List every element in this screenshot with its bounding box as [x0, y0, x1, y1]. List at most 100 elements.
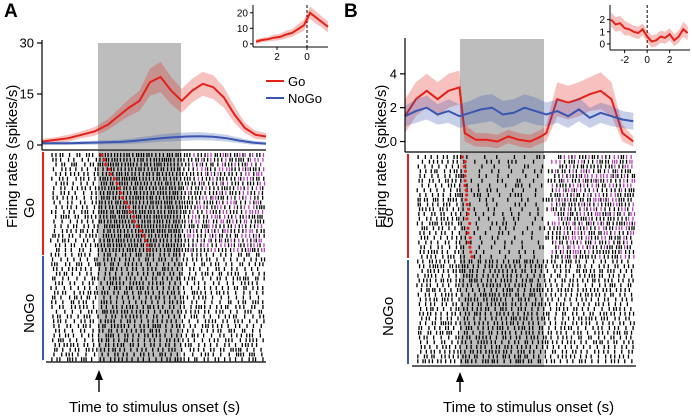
- panel-a-raster-spike: [175, 219, 177, 224]
- panel-b-raster-spike: [565, 354, 567, 359]
- panel-a-raster-spike: [161, 233, 163, 238]
- panel-b-raster-spike: [491, 264, 493, 269]
- panel-a-raster-spike: [99, 162, 101, 167]
- panel-a-raster-spike: [251, 214, 254, 219]
- panel-a-raster-spike: [140, 319, 143, 324]
- panel-a-raster-lick-marker: [104, 162, 108, 167]
- panel-b-raster-spike: [561, 349, 564, 354]
- panel-a-raster-spike: [196, 257, 198, 262]
- panel-a-raster-spike: [121, 214, 123, 219]
- panel-b-raster-spike: [574, 226, 576, 231]
- panel-b-raster-spike: [482, 283, 484, 288]
- panel-b-raster-spike: [534, 216, 536, 221]
- panel-a-raster-spike: [261, 248, 263, 252]
- panel-b-raster-spike: [623, 221, 626, 226]
- panel-b-raster-spike: [459, 240, 461, 245]
- panel-b-raster-spike: [420, 235, 422, 240]
- panel-a-raster-spike: [80, 181, 82, 186]
- panel-a-raster-spike: [66, 205, 69, 210]
- panel-a-raster-spike: [250, 257, 252, 262]
- panel-b-raster-spike: [622, 278, 624, 283]
- panel-a-raster-spike: [227, 271, 229, 276]
- panel-a-raster-spike: [160, 205, 162, 210]
- panel-a-raster-spike: [220, 252, 222, 257]
- panel-a-raster-spike: [71, 200, 73, 205]
- panel-b-raster-spike: [618, 231, 621, 235]
- panel-b-raster-spike: [479, 259, 482, 264]
- panel-a-raster-spike: [225, 276, 227, 281]
- panel-b-raster-spike: [421, 221, 423, 226]
- panel-b-raster-spike: [579, 226, 582, 231]
- panel-a-raster-spike: [212, 195, 214, 200]
- panel-b-raster-spike: [616, 202, 618, 207]
- panel-a-raster-spike: [219, 309, 221, 314]
- panel-b-raster-spike: [519, 359, 521, 364]
- panel-a-raster-spike: [127, 295, 129, 300]
- panel-a-raster-spike: [247, 186, 249, 191]
- panel-a-raster-spike: [238, 191, 241, 195]
- panel-a-raster-spike: [152, 319, 154, 324]
- panel-a-raster-spike: [213, 157, 216, 162]
- panel-a-raster-spike: [149, 248, 151, 252]
- panel-a-raster-spike: [203, 205, 205, 210]
- panel-b-raster-spike: [614, 345, 616, 349]
- panel-a-raster-spike: [248, 214, 250, 219]
- panel-b-raster-spike: [549, 226, 551, 231]
- panel-a-raster-spike: [250, 243, 252, 248]
- panel-a-raster-spike: [226, 281, 228, 286]
- panel-b-raster-spike: [493, 212, 495, 216]
- panel-a-raster-spike: [153, 162, 156, 167]
- panel-a-raster-spike: [146, 200, 149, 205]
- panel-b-raster-spike: [544, 321, 546, 326]
- panel-a-raster-spike: [184, 238, 186, 243]
- panel-b-raster-spike: [466, 155, 468, 159]
- panel-a-raster-spike: [187, 238, 190, 243]
- panel-a-raster-spike: [80, 267, 82, 271]
- panel-b-raster-spike: [566, 250, 568, 254]
- panel-a-raster-spike: [103, 191, 105, 195]
- panel-a-raster-spike: [62, 195, 64, 200]
- panel-b-raster-spike: [423, 212, 425, 216]
- panel-a-raster-spike: [238, 162, 240, 167]
- panel-a-raster-spike: [150, 224, 152, 229]
- panel-b-raster-spike: [523, 155, 526, 159]
- panel-b-raster-spike: [613, 207, 615, 212]
- panel-a-raster-spike: [161, 214, 163, 219]
- panel-b-raster-spike: [491, 297, 493, 302]
- panel-a-raster-spike: [203, 157, 205, 162]
- panel-b-raster-spike: [541, 345, 544, 349]
- panel-b-raster-spike: [431, 354, 433, 359]
- panel-a-raster-spike: [152, 333, 154, 338]
- panel-b-raster-spike: [562, 235, 564, 240]
- panel-b-raster-spike: [519, 316, 521, 321]
- panel-b-raster-spike: [555, 250, 557, 254]
- panel-a-raster-spike: [72, 343, 75, 347]
- panel-a-raster-spike: [110, 328, 113, 333]
- panel-b-raster-spike: [599, 240, 601, 245]
- panel-a-raster-spike: [173, 252, 175, 257]
- panel-b-raster-spike: [615, 183, 618, 188]
- panel-a-raster-spike: [55, 172, 57, 176]
- panel-a-raster-spike: [201, 271, 203, 276]
- panel-a-raster-spike: [183, 167, 185, 172]
- panel-b-raster-spike: [569, 226, 572, 231]
- panel-b-raster-spike: [470, 326, 473, 330]
- panel-a-raster-spike: [60, 295, 62, 300]
- panel-a-raster-spike: [132, 295, 135, 300]
- panel-b-raster-spike: [517, 307, 519, 311]
- panel-b-raster-spike: [625, 335, 627, 340]
- panel-a-raster-spike: [98, 328, 100, 333]
- panel-a-raster-spike: [244, 343, 247, 347]
- panel-b-raster-spike: [576, 311, 578, 316]
- panel-a-raster-spike: [83, 238, 85, 243]
- panel-b-raster-spike: [594, 254, 596, 259]
- panel-b-raster-spike: [578, 245, 580, 250]
- panel-b-raster-spike: [531, 292, 533, 297]
- panel-b-raster-spike: [543, 226, 546, 231]
- panel-b-raster-spike: [444, 240, 447, 245]
- panel-a-raster-spike: [160, 167, 162, 172]
- panel-a-raster-spike: [220, 205, 222, 210]
- panel-a-raster-spike: [203, 181, 205, 186]
- panel-b-raster-spike: [604, 240, 607, 245]
- panel-b-raster-spike: [559, 264, 562, 269]
